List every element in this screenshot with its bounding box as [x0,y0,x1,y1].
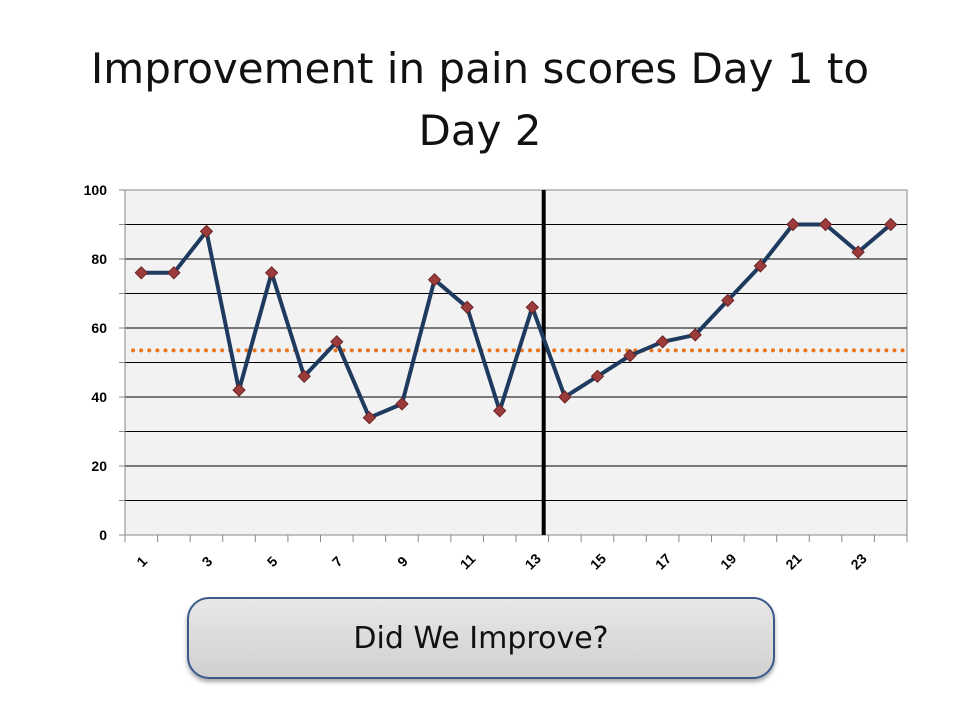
data-point-marker [493,404,507,418]
data-point-marker [688,328,702,342]
y-tick-label: 40 [91,389,107,405]
x-tick-label: 21 [782,550,804,572]
data-point-marker [721,293,735,308]
x-tick-label: 9 [394,553,411,570]
data-point-marker [558,390,572,404]
x-tick-label: 11 [457,550,479,572]
y-tick-label: 20 [91,458,107,474]
did-we-improve-button[interactable]: Did We Improve? [187,597,775,679]
data-point-marker [884,217,898,232]
data-point-marker [460,300,474,315]
y-tick-label: 0 [99,527,107,543]
data-point-marker [590,369,605,384]
button-label: Did We Improve? [353,620,609,656]
series-line [134,217,898,425]
data-point-marker [330,335,344,349]
data-point-marker [232,383,246,397]
y-axis: 0 20 40 60 80 100 [84,182,126,543]
data-point-marker [297,369,311,384]
x-tick-label: 7 [329,553,346,570]
data-point-marker [264,266,279,280]
y-tick-label: 80 [91,251,107,267]
data-point-marker [427,272,442,287]
data-point-marker [623,348,637,363]
data-point-marker [167,266,181,280]
gridlines [125,224,907,501]
data-point-marker [753,259,768,273]
data-point-marker [655,335,670,349]
data-point-marker [395,397,409,411]
data-point-marker [525,300,539,315]
data-point-marker [818,217,833,232]
x-tick-label: 19 [717,550,739,572]
x-tick-label: 17 [652,550,674,572]
y-tick-label: 100 [84,182,108,198]
data-point-marker [851,245,865,259]
x-tick-label: 13 [522,550,544,572]
x-tick-label: 1 [133,553,150,570]
x-tick-label: 15 [587,550,609,572]
data-point-marker [362,410,377,425]
y-tick-label: 60 [91,320,107,336]
chart-title: Improvement in pain scores Day 1 to Day … [90,44,870,155]
data-point-marker [786,217,800,232]
x-tick-label: 5 [264,553,281,570]
x-tick-label: 3 [199,553,216,570]
series-path [141,222,893,420]
data-point-marker [134,266,148,280]
data-point-marker [199,224,214,239]
x-axis: 1 3 5 7 9 11 13 15 17 19 21 23 [124,534,908,573]
x-tick-label: 23 [847,550,869,572]
